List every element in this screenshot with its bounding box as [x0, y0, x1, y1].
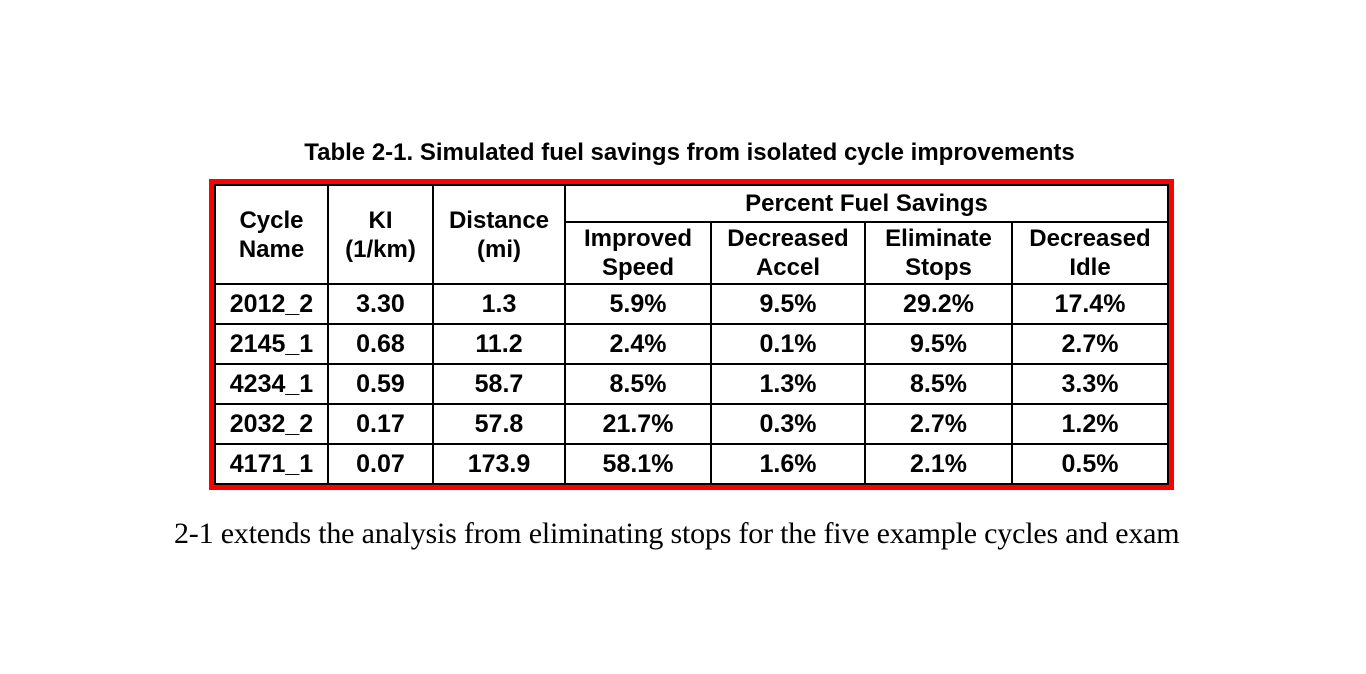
- table-row: 4234_1 0.59 58.7 8.5% 1.3% 8.5% 3.3%: [214, 363, 1169, 405]
- group-header-percent-fuel-savings: Percent Fuel Savings: [564, 184, 1169, 223]
- cell-cycle-name: 4171_1: [214, 443, 329, 485]
- cell-ki: 0.68: [327, 323, 434, 365]
- col-header-decreased-accel: Decreased Accel: [710, 221, 866, 285]
- cell-distance: 57.8: [432, 403, 566, 445]
- cell-cycle-name: 4234_1: [214, 363, 329, 405]
- cell-eliminate-stops: 2.1%: [864, 443, 1013, 485]
- header-row-group: Cycle Name KI (1/km) Distance (mi) Perce…: [214, 184, 1169, 285]
- col-header-cycle-name: Cycle Name: [214, 184, 329, 285]
- fuel-savings-table: Cycle Name KI (1/km) Distance (mi) Perce…: [214, 184, 1169, 485]
- table-row: 4171_1 0.07 173.9 58.1% 1.6% 2.1% 0.5%: [214, 443, 1169, 485]
- cell-distance: 11.2: [432, 323, 566, 365]
- cell-decreased-accel: 1.3%: [710, 363, 866, 405]
- cell-ki: 0.07: [327, 443, 434, 485]
- cell-eliminate-stops: 2.7%: [864, 403, 1013, 445]
- cell-improved-speed: 5.9%: [564, 283, 712, 325]
- body-text-line: 2-1 extends the analysis from eliminatin…: [174, 517, 1180, 550]
- cell-cycle-name: 2145_1: [214, 323, 329, 365]
- col-header-improved-speed: Improved Speed: [564, 221, 712, 285]
- table-row: 2145_1 0.68 11.2 2.4% 0.1% 9.5% 2.7%: [214, 323, 1169, 365]
- cell-distance: 173.9: [432, 443, 566, 485]
- cell-distance: 1.3: [432, 283, 566, 325]
- cell-improved-speed: 58.1%: [564, 443, 712, 485]
- cell-eliminate-stops: 29.2%: [864, 283, 1013, 325]
- header-row-sub: Improved Speed Decreased Accel Eliminate…: [215, 221, 1169, 285]
- col-header-ki: KI (1/km): [327, 184, 434, 285]
- col-header-eliminate-stops: Eliminate Stops: [864, 221, 1013, 285]
- table-row: 2012_2 3.30 1.3 5.9% 9.5% 29.2% 17.4%: [214, 283, 1169, 325]
- cell-distance: 58.7: [432, 363, 566, 405]
- cell-ki: 0.59: [327, 363, 434, 405]
- cell-eliminate-stops: 8.5%: [864, 363, 1013, 405]
- cell-improved-speed: 8.5%: [564, 363, 712, 405]
- table-row: 2032_2 0.17 57.8 21.7% 0.3% 2.7% 1.2%: [214, 403, 1169, 445]
- cell-improved-speed: 21.7%: [564, 403, 712, 445]
- cell-decreased-idle: 2.7%: [1011, 323, 1169, 365]
- cell-decreased-idle: 3.3%: [1011, 363, 1169, 405]
- cell-cycle-name: 2012_2: [214, 283, 329, 325]
- cell-decreased-accel: 0.3%: [710, 403, 866, 445]
- cell-decreased-idle: 1.2%: [1011, 403, 1169, 445]
- table-caption: Table 2-1. Simulated fuel savings from i…: [304, 139, 1075, 166]
- cell-decreased-idle: 17.4%: [1011, 283, 1169, 325]
- cell-decreased-accel: 9.5%: [710, 283, 866, 325]
- cell-decreased-accel: 0.1%: [710, 323, 866, 365]
- col-header-distance: Distance (mi): [432, 184, 566, 285]
- cell-ki: 0.17: [327, 403, 434, 445]
- col-header-decreased-idle: Decreased Idle: [1011, 221, 1169, 285]
- cell-improved-speed: 2.4%: [564, 323, 712, 365]
- cell-decreased-idle: 0.5%: [1011, 443, 1169, 485]
- cell-ki: 3.30: [327, 283, 434, 325]
- red-highlight-box: Cycle Name KI (1/km) Distance (mi) Perce…: [209, 179, 1174, 490]
- cell-decreased-accel: 1.6%: [710, 443, 866, 485]
- cell-eliminate-stops: 9.5%: [864, 323, 1013, 365]
- cell-cycle-name: 2032_2: [214, 403, 329, 445]
